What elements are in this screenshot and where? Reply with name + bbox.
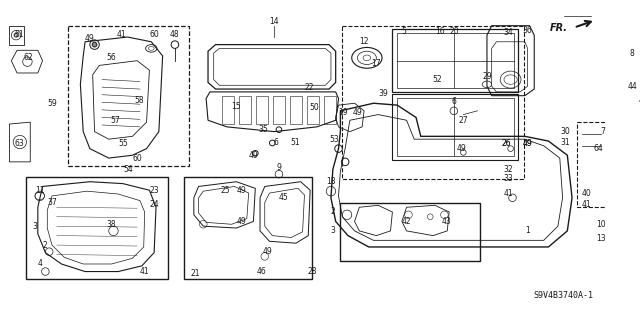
Text: 21: 21 [191,269,200,278]
Bar [222,96,234,124]
Text: 63: 63 [14,139,24,148]
Text: 41: 41 [116,30,126,39]
Bar [184,177,312,279]
Text: 55: 55 [118,139,128,148]
Text: 37: 37 [47,198,57,207]
Bar [291,96,301,124]
Text: 41: 41 [504,189,513,197]
Text: 14: 14 [269,18,279,26]
Text: 28: 28 [307,267,317,276]
Text: 13: 13 [596,234,606,243]
Text: 52: 52 [432,75,442,84]
Text: 40: 40 [581,189,591,197]
Bar [68,26,189,166]
Bar [324,96,335,124]
Text: 43: 43 [442,217,451,226]
Bar [26,177,168,279]
Text: 57: 57 [111,116,120,125]
Text: 36: 36 [523,26,532,35]
Text: 51: 51 [290,138,300,147]
Text: 6: 6 [451,97,456,106]
Text: 49: 49 [456,144,467,153]
Text: 31: 31 [561,138,570,147]
Text: 61: 61 [14,30,24,39]
Text: 2: 2 [42,241,47,249]
Text: 39: 39 [378,89,388,98]
Text: 11: 11 [35,186,44,195]
Text: 6: 6 [274,138,278,147]
Text: 49: 49 [523,139,532,148]
Text: 26: 26 [501,139,511,148]
Text: 64: 64 [594,144,604,153]
Text: FR.: FR. [549,23,567,33]
Text: 17: 17 [371,59,381,68]
Text: 49: 49 [236,186,246,195]
Text: 45: 45 [279,193,289,202]
Text: 49: 49 [353,108,362,117]
Text: 15: 15 [232,101,241,111]
Text: 54: 54 [124,165,134,174]
Circle shape [92,42,97,47]
Text: 49: 49 [85,34,95,43]
Text: 47: 47 [639,96,640,105]
Bar [273,96,285,124]
Text: 25: 25 [220,186,230,195]
Text: 22: 22 [305,83,314,92]
Text: S9V4B3740A-1: S9V4B3740A-1 [534,291,594,300]
Text: 53: 53 [329,135,339,144]
Text: 38: 38 [107,220,116,229]
Text: 29: 29 [482,72,492,81]
Text: 41: 41 [140,267,150,276]
Text: 44: 44 [628,82,637,91]
Text: 49: 49 [262,247,273,256]
Text: 27: 27 [458,116,468,125]
Text: 26: 26 [501,139,511,148]
Text: 41: 41 [581,200,591,209]
Text: 56: 56 [107,53,116,62]
Text: 24: 24 [149,200,159,209]
Bar [239,96,251,124]
Text: 46: 46 [257,267,267,276]
Text: 58: 58 [134,96,144,105]
Text: 33: 33 [504,174,513,183]
Text: 2: 2 [330,207,335,217]
Bar [577,122,607,207]
Text: 49: 49 [248,151,259,160]
Text: 3: 3 [330,226,335,235]
Bar [610,63,640,158]
Text: 19: 19 [339,108,348,117]
Text: 49: 49 [236,217,246,226]
Text: 20: 20 [449,27,459,36]
Text: 8: 8 [629,48,634,58]
Text: 23: 23 [149,186,159,195]
Bar [307,96,319,124]
Text: 5: 5 [401,27,406,36]
Text: 1: 1 [525,226,530,235]
Text: 7: 7 [600,127,605,136]
Text: 30: 30 [561,127,570,136]
Text: 60: 60 [149,30,159,39]
Text: 9: 9 [276,163,282,172]
Text: 59: 59 [47,99,57,108]
Text: 48: 48 [170,30,180,39]
Text: 10: 10 [596,220,606,229]
Text: 62: 62 [24,53,33,62]
Bar [256,96,268,124]
Bar [342,26,524,179]
Text: 49: 49 [523,139,532,148]
Text: 4: 4 [37,259,42,269]
Text: 18: 18 [326,177,336,186]
Text: 16: 16 [435,27,445,36]
Text: 12: 12 [359,37,369,46]
Text: 3: 3 [33,222,37,231]
Text: 32: 32 [504,165,513,174]
Text: 35: 35 [258,125,268,134]
Text: 60: 60 [132,153,142,163]
Bar [340,203,481,261]
Text: 50: 50 [309,103,319,113]
Text: 34: 34 [504,28,513,37]
Text: 42: 42 [402,217,412,226]
